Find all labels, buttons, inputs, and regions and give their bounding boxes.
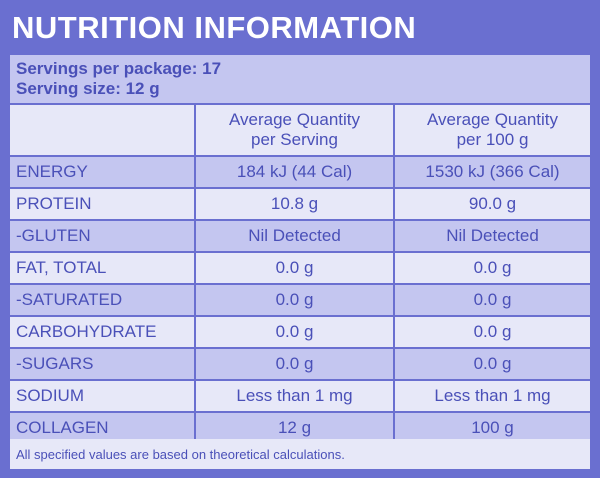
servings-per-package: Servings per package: 17 <box>16 59 222 78</box>
header-per-100g-line1: Average Quantity <box>426 110 559 129</box>
table-row: ENERGY 184 kJ (44 Cal) 1530 kJ (366 Cal) <box>10 157 590 187</box>
value-per-100g: Less than 1 mg <box>395 381 590 411</box>
value-per-serving: 184 kJ (44 Cal) <box>196 157 393 187</box>
footnote: All specified values are based on theore… <box>10 439 590 469</box>
table-row: FAT, TOTAL 0.0 g 0.0 g <box>10 253 590 283</box>
value-per-100g: 90.0 g <box>395 189 590 219</box>
value-per-serving: Nil Detected <box>196 221 393 251</box>
value-per-serving: 12 g <box>196 413 393 443</box>
nutrient-name: PROTEIN <box>10 189 194 219</box>
value-per-serving: 0.0 g <box>196 285 393 315</box>
serving-size: Serving size: 12 g <box>16 79 160 98</box>
nutrient-name: SODIUM <box>10 381 194 411</box>
value-per-100g: 0.0 g <box>395 285 590 315</box>
value-per-100g: 0.0 g <box>395 317 590 347</box>
value-per-100g: 0.0 g <box>395 253 590 283</box>
table-row: -SATURATED 0.0 g 0.0 g <box>10 285 590 315</box>
header-per-100g-line2: per 100 g <box>456 130 529 149</box>
table-row: SODIUM Less than 1 mg Less than 1 mg <box>10 381 590 411</box>
table-row: -SUGARS 0.0 g 0.0 g <box>10 349 590 379</box>
panel-title: NUTRITION INFORMATION <box>12 10 417 45</box>
table-row: PROTEIN 10.8 g 90.0 g <box>10 189 590 219</box>
header-per-serving: Average Quantity per Serving <box>196 105 393 155</box>
value-per-serving: 0.0 g <box>196 349 393 379</box>
value-per-100g: 100 g <box>395 413 590 443</box>
value-per-serving: 0.0 g <box>196 253 393 283</box>
value-per-100g: 0.0 g <box>395 349 590 379</box>
nutrition-table: Servings per package: 17 Serving size: 1… <box>8 53 592 471</box>
value-per-100g: 1530 kJ (366 Cal) <box>395 157 590 187</box>
table-row: CARBOHYDRATE 0.0 g 0.0 g <box>10 317 590 347</box>
header-per-100g: Average Quantity per 100 g <box>395 105 590 155</box>
column-header-row: Average Quantity per Serving Average Qua… <box>10 105 590 155</box>
value-per-serving: Less than 1 mg <box>196 381 393 411</box>
header-per-serving-line2: per Serving <box>251 130 338 149</box>
table-row: COLLAGEN 12 g 100 g <box>10 413 590 443</box>
nutrient-name: FAT, TOTAL <box>10 253 194 283</box>
serving-info: Servings per package: 17 Serving size: 1… <box>10 55 590 103</box>
nutrient-name: CARBOHYDRATE <box>10 317 194 347</box>
nutrient-name: -SUGARS <box>10 349 194 379</box>
value-per-serving: 0.0 g <box>196 317 393 347</box>
table-row: -GLUTEN Nil Detected Nil Detected <box>10 221 590 251</box>
nutrient-name: -GLUTEN <box>10 221 194 251</box>
value-per-serving: 10.8 g <box>196 189 393 219</box>
header-blank <box>10 105 194 155</box>
value-per-100g: Nil Detected <box>395 221 590 251</box>
nutrient-name: -SATURATED <box>10 285 194 315</box>
nutrient-name: COLLAGEN <box>10 413 194 443</box>
nutrient-name: ENERGY <box>10 157 194 187</box>
header-per-serving-line1: Average Quantity <box>228 110 361 129</box>
